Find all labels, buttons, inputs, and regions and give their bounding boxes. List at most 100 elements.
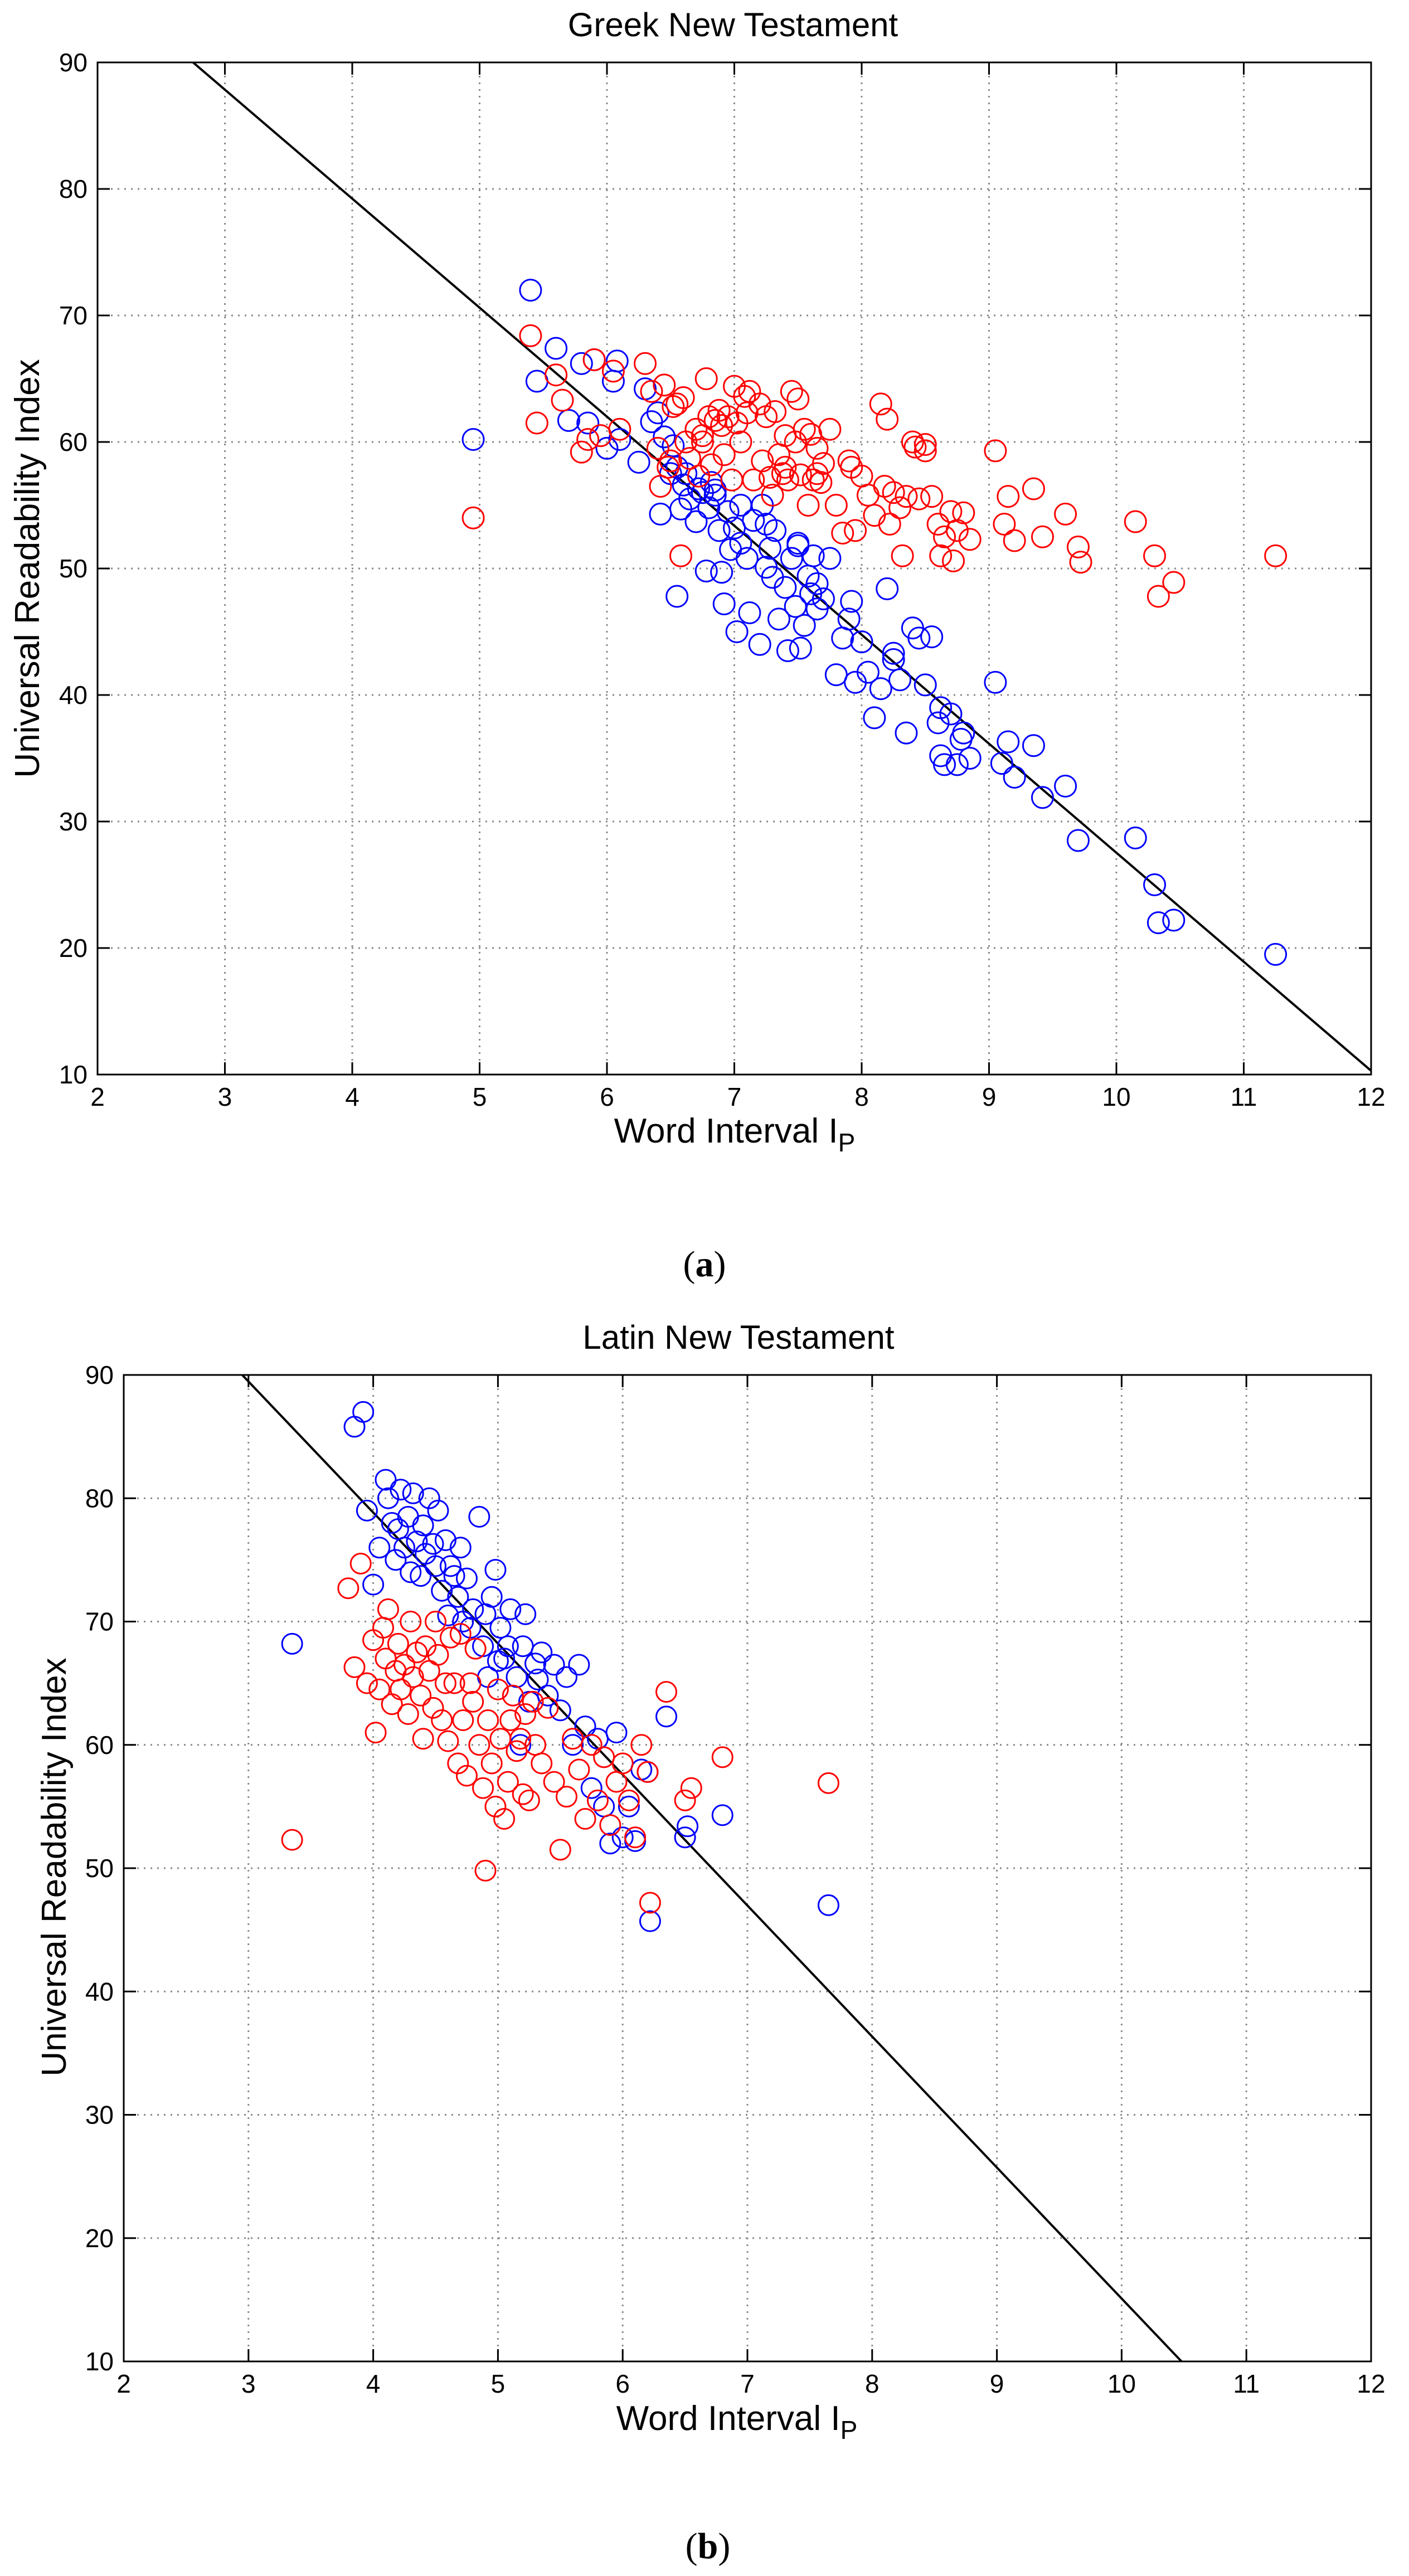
chart-b-point — [427, 1644, 449, 1666]
chart-a-point — [856, 660, 880, 684]
chart-a-point — [856, 483, 880, 507]
chart-a-y-tick-label: 80 — [59, 174, 88, 203]
chart-a-point — [920, 485, 944, 508]
chart-b-point — [449, 1537, 472, 1559]
chart-a-point — [764, 400, 787, 424]
chart-a-point — [1003, 766, 1026, 789]
chart-b-point — [624, 1826, 647, 1849]
chart-a-point — [461, 427, 485, 451]
chart-b-y-tick-label: 20 — [85, 2224, 114, 2253]
chart-b-point — [439, 1626, 461, 1649]
chart-b-y-tick-label: 70 — [85, 1607, 114, 1636]
chart-a-point — [665, 392, 689, 416]
chart-b-point — [514, 1703, 537, 1725]
chart-b-point — [412, 1728, 434, 1750]
chart-b-point — [387, 1632, 409, 1655]
chart-a-title: Greek New Testament — [568, 6, 898, 43]
chart-a-point — [1124, 510, 1147, 533]
chart-a-x-tick-label: 10 — [1102, 1082, 1130, 1111]
chart-b-point — [527, 1668, 549, 1690]
chart-b-point — [449, 1623, 472, 1645]
chart-a-point — [720, 468, 744, 492]
chart-b-point — [474, 1859, 497, 1882]
chart-a-y-axis-label: Universal Readability Index — [8, 359, 47, 777]
chart-a-point — [712, 443, 736, 466]
chart-b-point — [549, 1699, 571, 1722]
chart-a-x-tick-label: 3 — [218, 1082, 232, 1111]
chart-a-point — [640, 380, 663, 403]
chart-a-x-tick-label: 8 — [854, 1082, 869, 1111]
chart-a-point — [876, 407, 899, 431]
chart-b-x-tick-label: 11 — [1233, 2369, 1260, 2398]
chart-a-x-axis-label: Word Interval IP — [614, 1112, 856, 1157]
chart-b-point — [356, 1499, 378, 1522]
chart-a-point — [914, 673, 937, 697]
chart-a-point — [669, 544, 693, 567]
chart-a-x-tick-label: 2 — [90, 1082, 105, 1111]
chart-b-point — [618, 1789, 640, 1811]
chart-a-point — [525, 411, 548, 435]
chart-b-point — [437, 1604, 459, 1626]
chart-a-point — [997, 730, 1020, 754]
chart-a-point — [738, 601, 761, 624]
chart-a-point — [929, 544, 953, 567]
chart-a-point — [1054, 502, 1077, 526]
chart-b-x-tick-label: 2 — [116, 2369, 131, 2398]
chart-a-point — [751, 449, 774, 473]
chart-a-point — [608, 427, 631, 451]
chart-a-point — [876, 577, 899, 600]
chart-a-series-1 — [461, 279, 1287, 966]
chart-a-point — [793, 417, 816, 441]
chart-a-point — [882, 648, 905, 671]
chart-a-point — [945, 753, 969, 776]
chart-a-point — [952, 501, 975, 524]
chart-a-point — [837, 607, 861, 631]
chart-b-point — [425, 1611, 446, 1632]
chart-b-point — [639, 1892, 661, 1914]
chart-b-point — [390, 1479, 412, 1501]
chart-a-x-tick-label: 11 — [1231, 1082, 1257, 1111]
chart-b-point — [468, 1734, 490, 1756]
chart-a-point — [627, 450, 650, 474]
chart-a-point — [812, 587, 835, 610]
chart-a-point — [687, 477, 711, 500]
chart-a-point — [1031, 525, 1054, 548]
chart-a-point — [582, 348, 606, 371]
chart-b-point — [410, 1684, 432, 1707]
chart-a-point — [725, 620, 749, 643]
chart-b-point — [512, 1783, 534, 1805]
chart-a-point — [729, 494, 752, 517]
chart-a-point — [1124, 827, 1147, 850]
chart-b-point — [568, 1758, 590, 1781]
chart-a-point — [824, 663, 848, 687]
chart-b-point — [711, 1804, 733, 1826]
chart-b-point — [349, 1553, 372, 1575]
chart-b-point — [531, 1752, 553, 1775]
chart-a-point — [570, 440, 593, 464]
chart-b-point — [549, 1839, 571, 1861]
chart-b-point — [580, 1734, 603, 1756]
chart-a-point — [1162, 908, 1185, 932]
chart-a-point — [703, 478, 727, 502]
chart-a-point — [831, 521, 854, 545]
chart-b-point — [352, 1401, 375, 1423]
chart-a-point — [649, 474, 672, 498]
chart-a-point — [907, 626, 931, 650]
chart-b-point — [514, 1603, 537, 1625]
chart-a-point — [907, 487, 931, 511]
chart-b-point — [356, 1672, 378, 1694]
chart-b-point — [506, 1666, 528, 1688]
chart-a-point — [1066, 535, 1090, 558]
chart-b-point — [422, 1697, 444, 1719]
chart-a-x-tick-labels: 2 3 4 5 6 7 8 9 10 11 12 — [90, 1082, 1385, 1111]
chart-b-x-tick-label: 10 — [1107, 2369, 1136, 2398]
chart-b-point — [586, 1789, 609, 1811]
chart-b-point — [447, 1752, 469, 1775]
chart-b-point — [425, 1555, 446, 1577]
chart-b-x-tick-label: 5 — [491, 2369, 506, 2398]
chart-a-point — [891, 544, 914, 567]
chart-a-point — [888, 668, 912, 692]
chart-b-point — [415, 1635, 437, 1658]
chart-b-x-axis-label-subscript: P — [840, 2415, 858, 2444]
chart-a-point — [729, 532, 752, 555]
